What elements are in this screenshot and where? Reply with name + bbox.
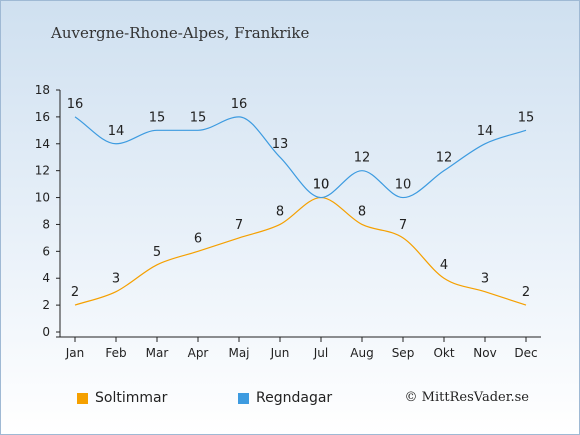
chart-title: Auvergne-Rhone-Alpes, Frankrike [51,24,310,42]
data-label-regndagar: 13 [272,137,289,152]
x-tick-label: Dec [514,346,537,360]
legend-label-soltimmar: Soltimmar [95,390,168,406]
y-tick-label: 14 [35,137,50,151]
series-line-soltimmar [74,196,527,306]
x-tick-label: Feb [105,346,126,360]
x-tick-label: Jun [270,346,290,360]
x-tick-label: Apr [188,346,209,360]
data-label-soltimmar: 6 [194,231,202,246]
data-label-regndagar: 14 [108,124,125,139]
y-tick-label: 8 [42,217,50,231]
legend-swatch-soltimmar [77,392,88,404]
data-label-regndagar: 14 [477,124,494,139]
data-label-soltimmar: 7 [399,218,407,233]
x-tick-label: Okt [433,346,454,360]
data-label-soltimmar: 4 [440,258,448,273]
data-label-soltimmar: 5 [153,245,161,260]
data-label-regndagar: 15 [518,110,535,125]
y-tick-label: 0 [42,325,50,339]
data-label-soltimmar: 10 [313,178,330,193]
data-label-soltimmar: 3 [481,272,489,287]
data-label-soltimmar: 2 [71,285,79,300]
x-tick-label: Jul [313,346,328,360]
copyright: © MittResVader.se [404,390,529,405]
data-label-regndagar: 12 [436,151,453,166]
data-label-regndagar: 10 [395,178,412,193]
data-label-regndagar: 15 [149,110,166,125]
y-tick-label: 12 [35,164,50,178]
legend-item-soltimmar: Soltimmar [77,390,167,406]
x-tick-label: Nov [473,346,496,360]
y-tick-label: 18 [35,83,50,97]
data-label-regndagar: 12 [354,151,371,166]
data-label-regndagar: 10 [313,178,330,193]
legend-item-regndagar: Regndagar [238,390,332,406]
data-label-soltimmar: 2 [522,285,530,300]
x-tick-label: Maj [228,346,249,360]
data-label-soltimmar: 8 [276,204,284,219]
x-tick-label: Mar [146,346,169,360]
data-label-soltimmar: 8 [358,204,366,219]
y-tick-label: 4 [42,271,50,285]
y-tick-label: 2 [42,298,50,312]
x-tick-label: Jan [65,346,85,360]
legend-label-regndagar: Regndagar [256,390,333,406]
series-line-regndagar [74,116,527,199]
legend-swatch-regndagar [238,392,249,404]
data-label-regndagar: 16 [67,97,84,112]
data-label-regndagar: 15 [190,110,207,125]
x-tick-label: Aug [350,346,373,360]
y-tick-label: 10 [35,191,50,205]
y-tick-label: 16 [35,110,50,124]
data-label-soltimmar: 7 [235,218,243,233]
data-label-soltimmar: 3 [112,272,120,287]
x-tick-label: Sep [392,346,415,360]
data-label-regndagar: 16 [231,97,248,112]
y-tick-label: 6 [42,244,50,258]
